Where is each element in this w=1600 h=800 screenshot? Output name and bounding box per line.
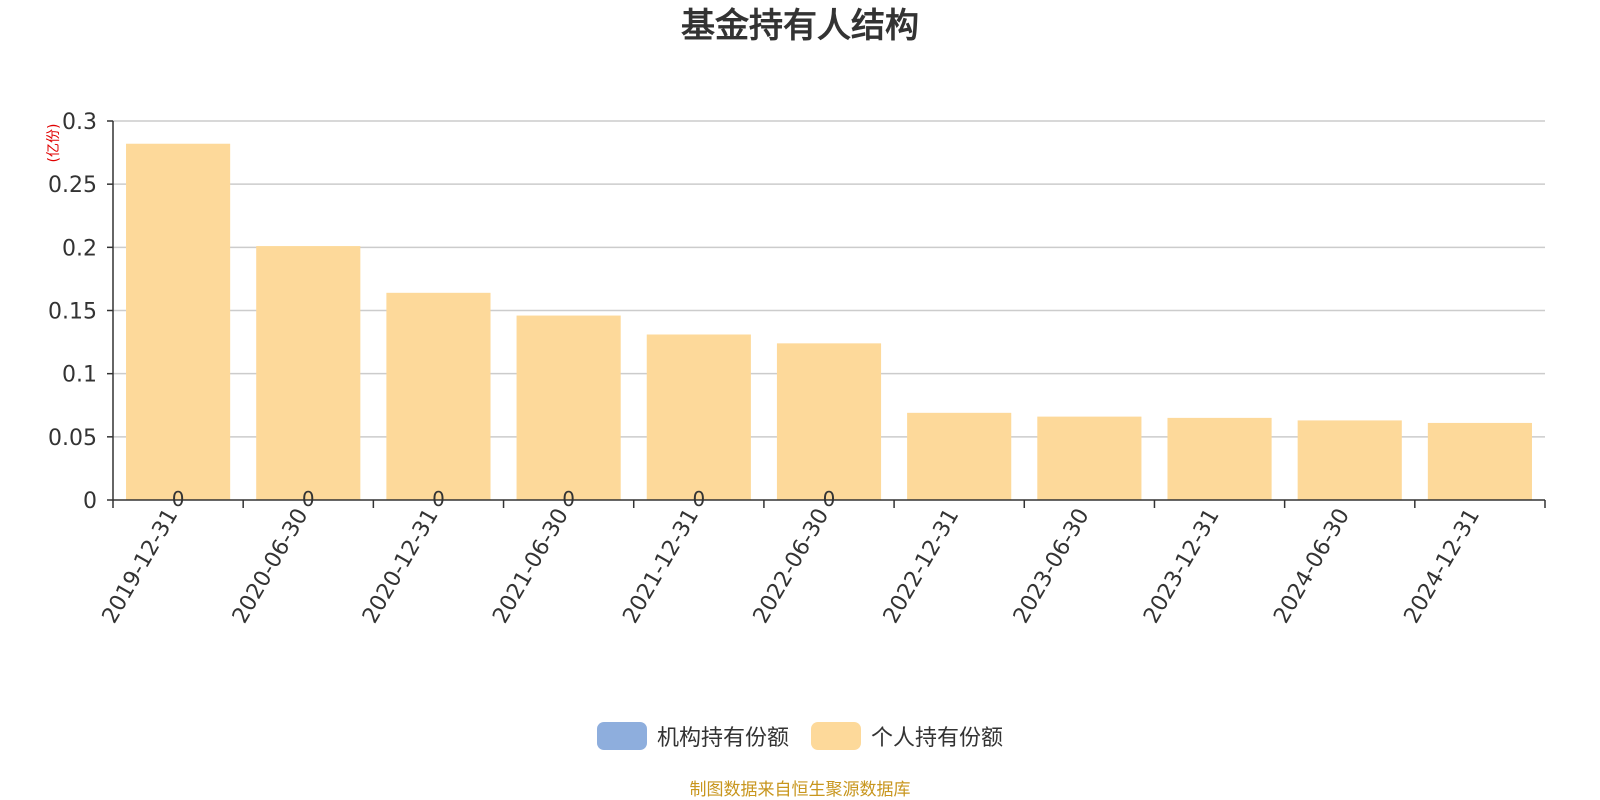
x-tick-label: 2021-06-30 <box>488 505 574 628</box>
x-tick-label: 2024-12-31 <box>1400 505 1486 628</box>
bar-individual[interactable] <box>646 334 751 500</box>
x-tick-label: 2020-06-30 <box>228 505 314 628</box>
legend-swatch-individual <box>811 722 861 750</box>
data-label-institutional: 0 <box>692 487 705 511</box>
x-tick-label: 2022-12-31 <box>879 505 965 628</box>
y-tick-label: 0.2 <box>62 236 97 261</box>
legend-item-institutional[interactable]: 机构持有份额 <box>596 720 789 752</box>
y-tick-label: 0 <box>83 489 97 514</box>
legend-label-institutional: 机构持有份额 <box>656 726 789 751</box>
bar-individual[interactable] <box>1037 416 1142 500</box>
x-tick-label: 2020-12-31 <box>358 505 444 628</box>
bar-individual[interactable] <box>776 343 882 500</box>
data-label-institutional: 0 <box>302 487 315 511</box>
data-label-institutional: 0 <box>823 487 836 511</box>
bars: 0 0 0 0 0 0 <box>126 143 1532 511</box>
source-note: 制图数据来自恒生聚源数据库 <box>689 780 911 800</box>
bar-individual[interactable] <box>516 315 621 500</box>
bar-individual[interactable] <box>126 143 231 501</box>
x-tick-label: 2021-12-31 <box>618 505 704 628</box>
y-tick-label: 0.1 <box>62 363 97 388</box>
y-axis-unit-label: (亿份) <box>46 124 62 163</box>
y-tick-label: 0.3 <box>62 110 97 135</box>
bar-individual[interactable] <box>386 292 491 500</box>
x-tick-label: 2019-12-31 <box>98 505 184 628</box>
x-tick-label: 2023-12-31 <box>1139 505 1225 628</box>
x-tick-label: 2024-06-30 <box>1269 505 1355 628</box>
bar-individual[interactable] <box>256 246 361 500</box>
legend: 机构持有份额 个人持有份额 <box>0 720 1600 752</box>
data-label-institutional: 0 <box>562 487 575 511</box>
legend-swatch-institutional <box>596 722 647 750</box>
data-label-institutional: 0 <box>172 487 185 511</box>
legend-item-individual[interactable]: 个人持有份额 <box>811 720 1003 752</box>
y-tick-label: 0.15 <box>48 300 97 325</box>
bar-individual[interactable] <box>907 412 1012 500</box>
bar-individual[interactable] <box>1427 422 1532 500</box>
x-tick-label: 2022-06-30 <box>749 505 835 628</box>
legend-label-individual: 个人持有份额 <box>871 726 1004 751</box>
y-tick-label: 0.25 <box>48 173 97 198</box>
data-label-institutional: 0 <box>432 487 445 511</box>
chart-title: 基金持有人结构 <box>681 6 919 46</box>
bar-individual[interactable] <box>1297 420 1402 500</box>
y-tick-label: 0.05 <box>48 426 97 451</box>
x-tick-label: 2023-06-30 <box>1009 505 1095 628</box>
bar-individual[interactable] <box>1167 417 1272 500</box>
